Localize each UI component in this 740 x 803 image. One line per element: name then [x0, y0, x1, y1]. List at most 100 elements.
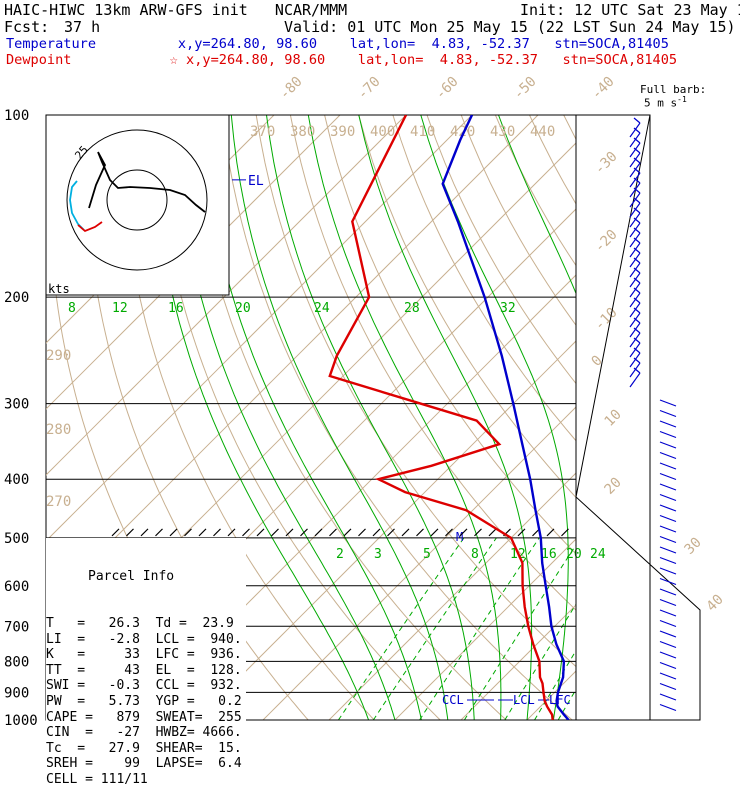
wind-barb-flag [634, 118, 640, 123]
level-hatch [243, 529, 250, 536]
level-hatch [156, 529, 163, 536]
init-time: Init: 12 UTC Sat 23 May 15 [520, 2, 740, 19]
isotherm-tick-label: 10 [602, 407, 625, 430]
level-hatch [301, 529, 308, 536]
theta-tick-label: 390 [330, 124, 355, 140]
wind-barb [660, 558, 676, 564]
pressure-tick-label: 200 [4, 290, 29, 306]
dry-adiabat-line [461, 115, 740, 720]
wind-barb [660, 621, 676, 627]
thetae-tick-label: 8 [68, 301, 76, 316]
thetae-tick-label: 12 [112, 301, 128, 316]
theta-tick-label: 280 [46, 422, 71, 438]
wind-barb [660, 610, 676, 616]
isotherm-line [461, 115, 740, 720]
level-hatch [214, 529, 221, 536]
forecast-label: Fcst: [4, 19, 49, 36]
isotherm-line [725, 115, 740, 720]
pressure-tick-label: 1000 [4, 713, 38, 729]
dry-adiabat-line [564, 115, 740, 720]
dry-adiabat-line [632, 115, 740, 720]
isotherm-tick-label: -40 [589, 74, 618, 103]
wind-barb [660, 694, 676, 700]
isotherm-tick-label: -10 [592, 305, 621, 334]
thetae-tick-label: 20 [235, 301, 251, 316]
dry-adiabat-line [735, 115, 740, 720]
wind-barb [660, 516, 676, 522]
wind-barb [660, 673, 676, 679]
parcel-info-row: CELL = 111/11 [46, 772, 246, 788]
pressure-tick-label: 100 [4, 108, 29, 124]
level-hatch [257, 529, 264, 536]
level-hatch [141, 529, 148, 536]
level-hatch [359, 529, 366, 536]
level-hatch [330, 529, 337, 536]
moist-adiabat-line [308, 115, 501, 720]
level-hatch [402, 529, 409, 536]
forecast-hours: 37 h [64, 19, 100, 36]
level-hatch [446, 529, 453, 536]
isotherm-tick-label: 30 [682, 535, 705, 558]
parcel-info-row: K = 33 LFC = 936. [46, 647, 246, 663]
wind-barb [660, 505, 676, 511]
level-hatch [373, 529, 380, 536]
moist-adiabat-line [359, 115, 532, 720]
thetae-tick-label: 28 [404, 301, 420, 316]
wind-barb [660, 684, 676, 690]
isotherm-tick-label: -80 [277, 74, 306, 103]
mixing-ratio-tick-label: 20 [566, 547, 582, 562]
ccl-label: CCL [442, 693, 464, 707]
mixing-ratio-tick-label: 3 [374, 547, 382, 562]
dry-adiabat-line [530, 115, 740, 720]
lcl-label: LCL [513, 693, 535, 707]
moist-adiabat-line [231, 115, 447, 720]
el-label: EL [248, 174, 264, 189]
moist-adiabat-line [421, 115, 569, 720]
pressure-tick-label: 300 [4, 397, 29, 413]
wind-barb [660, 631, 676, 637]
isotherm-tick-label: -70 [355, 74, 384, 103]
wind-barb [660, 442, 676, 448]
theta-tick-label: 440 [530, 124, 555, 140]
wind-barb [660, 474, 676, 480]
wind-barbs [576, 115, 700, 720]
wind-barb [660, 568, 676, 574]
isotherm-tick-label: 40 [704, 592, 727, 615]
parcel-info-row: PW = 5.73 YGP = 0.2 [46, 694, 246, 710]
parcel-info-row: SREH = 99 LAPSE= 6.4 [46, 756, 246, 772]
parcel-info-row: Tc = 27.9 SHEAR= 15. [46, 741, 246, 757]
isotherm-tick-label: -60 [433, 74, 462, 103]
mixing-ratio-tick-label: 16 [541, 547, 557, 562]
wind-barb [660, 400, 676, 406]
barb-note-2: 5 m s-1 [644, 94, 687, 109]
level-hatch [417, 529, 424, 536]
theta-tick-label: 270 [46, 494, 71, 510]
wind-barb [660, 579, 676, 585]
mixing-ratio-tick-label: 5 [423, 547, 431, 562]
pressure-tick-label: 500 [4, 531, 29, 547]
profile-layer [330, 115, 569, 720]
level-hatch [344, 529, 351, 536]
dry-adiabat-line [325, 115, 740, 720]
wind-barb [660, 642, 676, 648]
level-hatch [127, 529, 134, 536]
parcel-info-row: TT = 43 EL = 128. [46, 663, 246, 679]
wind-barb [660, 663, 676, 669]
parcel-info-row: CAPE = 879 SWEAT= 255 [46, 710, 246, 726]
mixing-ratio-line [578, 538, 685, 720]
temperature-legend: Temperature x,y=264.80, 98.60 lat,lon= 4… [6, 36, 669, 53]
dry-adiabat-line [427, 115, 740, 720]
valid-time: Valid: 01 UTC Mon 25 May 15 (22 LST Sun … [284, 19, 736, 36]
parcel-info-row: SWI = -0.3 CCL = 932. [46, 678, 246, 694]
level-hatch [170, 529, 177, 536]
thetae-tick-label: 16 [168, 301, 184, 316]
parcel-info-row: CIN = -27 HWBZ= 4666. [46, 725, 246, 741]
hodograph-units: kts [48, 282, 70, 296]
dewpoint-legend: Dewpoint ☆ x,y=264.80, 98.60 lat,lon= 4.… [6, 52, 677, 69]
level-hatch [185, 529, 192, 536]
moist-adiabat-line [633, 115, 735, 720]
isotherm-tick-label: -50 [511, 74, 540, 103]
wind-barb [660, 547, 676, 553]
